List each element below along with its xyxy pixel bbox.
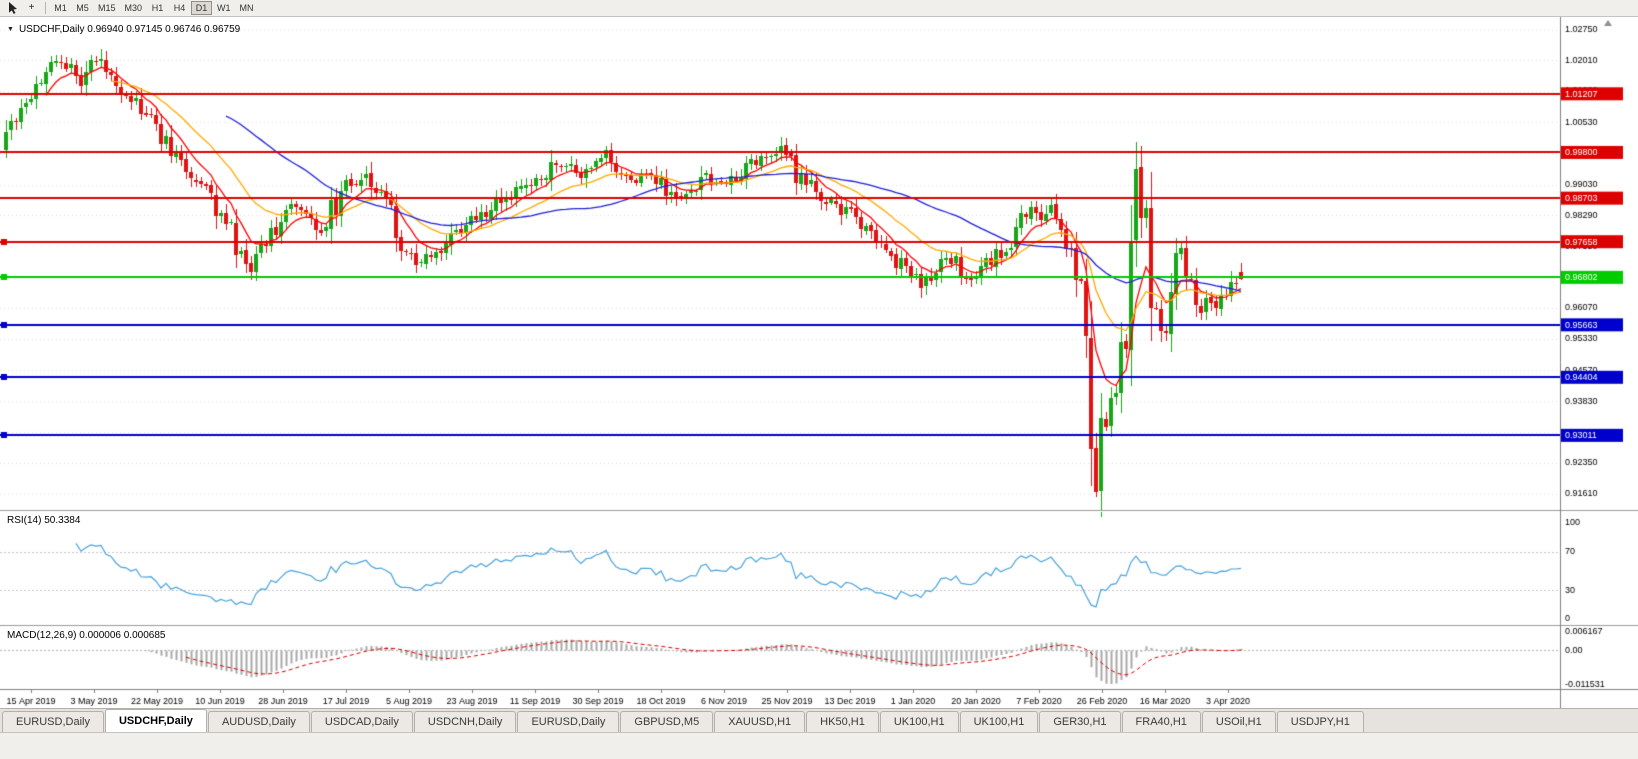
symbol-dropdown-icon[interactable]: ▼: [7, 26, 14, 33]
rsi-label-text: RSI(14) 50.3384: [7, 515, 81, 526]
macd-indicator-label: MACD(12,26,9) 0.000006 0.000685: [7, 630, 165, 641]
chart-tab-usoil-h1[interactable]: USOil,H1: [1201, 711, 1276, 732]
timeframe-button-m1[interactable]: M1: [50, 1, 71, 15]
chart-tab-audusd-daily[interactable]: AUDUSD,Daily: [207, 711, 310, 732]
crosshair-icon: +: [28, 2, 35, 13]
timeframe-button-d1[interactable]: D1: [191, 1, 213, 15]
chart-tab-ger30-h1[interactable]: GER30,H1: [1039, 711, 1121, 732]
timeframe-button-group: M1 M5 M15 M30 H1 H4 D1 W1 MN: [50, 1, 258, 15]
timeframe-button-w1[interactable]: W1: [213, 1, 235, 15]
chart-tab-xauusd-h1[interactable]: XAUUSD,H1: [714, 711, 806, 732]
cursor-icon: [8, 2, 17, 14]
chart-title-bar: ▼ USDCHF,Daily 0.96940 0.97145 0.96746 0…: [7, 24, 240, 35]
cursor-tool-button[interactable]: [3, 1, 22, 15]
chart-tab-usdchf-daily[interactable]: USDCHF,Daily: [104, 709, 207, 732]
chart-canvas[interactable]: [0, 17, 1638, 708]
chart-tab-hk50-h1[interactable]: HK50,H1: [806, 711, 879, 732]
chart-title: USDCHF,Daily 0.96940 0.97145 0.96746 0.9…: [18, 24, 241, 35]
status-bar: [0, 732, 1638, 759]
chart-tab-usdcad-daily[interactable]: USDCAD,Daily: [310, 711, 413, 732]
chart-tab-uk100-h1[interactable]: UK100,H1: [959, 711, 1039, 732]
chart-tab-usdjpy-h1[interactable]: USDJPY,H1: [1276, 711, 1364, 732]
toolbar-separator: [45, 2, 46, 14]
chart-tab-usdcnh-daily[interactable]: USDCNH,Daily: [413, 711, 517, 732]
chart-area: ▼ USDCHF,Daily 0.96940 0.97145 0.96746 0…: [0, 17, 1638, 708]
timeframe-button-h1[interactable]: H1: [147, 1, 168, 15]
timeframe-button-m30[interactable]: M30: [121, 1, 147, 15]
rsi-indicator-label: RSI(14) 50.3384: [7, 515, 80, 526]
timeframe-button-m5[interactable]: M5: [72, 1, 93, 15]
chart-tab-eurusd-daily[interactable]: EURUSD,Daily: [517, 711, 620, 732]
crosshair-tool-button[interactable]: +: [22, 1, 41, 15]
chart-tab-eurusd-daily[interactable]: EURUSD,Daily: [2, 711, 104, 732]
timeframe-button-m15[interactable]: M15: [94, 1, 120, 15]
chart-tabs-bar: EURUSD,Daily USDCHF,Daily AUDUSD,Daily USDC…: [0, 708, 1638, 732]
chart-tab-gbpusd-m5[interactable]: GBPUSD,M5: [620, 711, 714, 732]
timeframe-button-mn[interactable]: MN: [236, 1, 258, 15]
chart-tab-uk100-h1[interactable]: UK100,H1: [879, 711, 959, 732]
timeframe-button-h4[interactable]: H4: [169, 1, 190, 15]
timeframes-toolbar: + M1 M5 M15 M30 H1 H4 D1 W1 MN: [0, 0, 1638, 17]
macd-label-text: MACD(12,26,9) 0.000006 0.000685: [7, 630, 166, 641]
chart-tab-fra40-h1[interactable]: FRA40,H1: [1121, 711, 1201, 732]
